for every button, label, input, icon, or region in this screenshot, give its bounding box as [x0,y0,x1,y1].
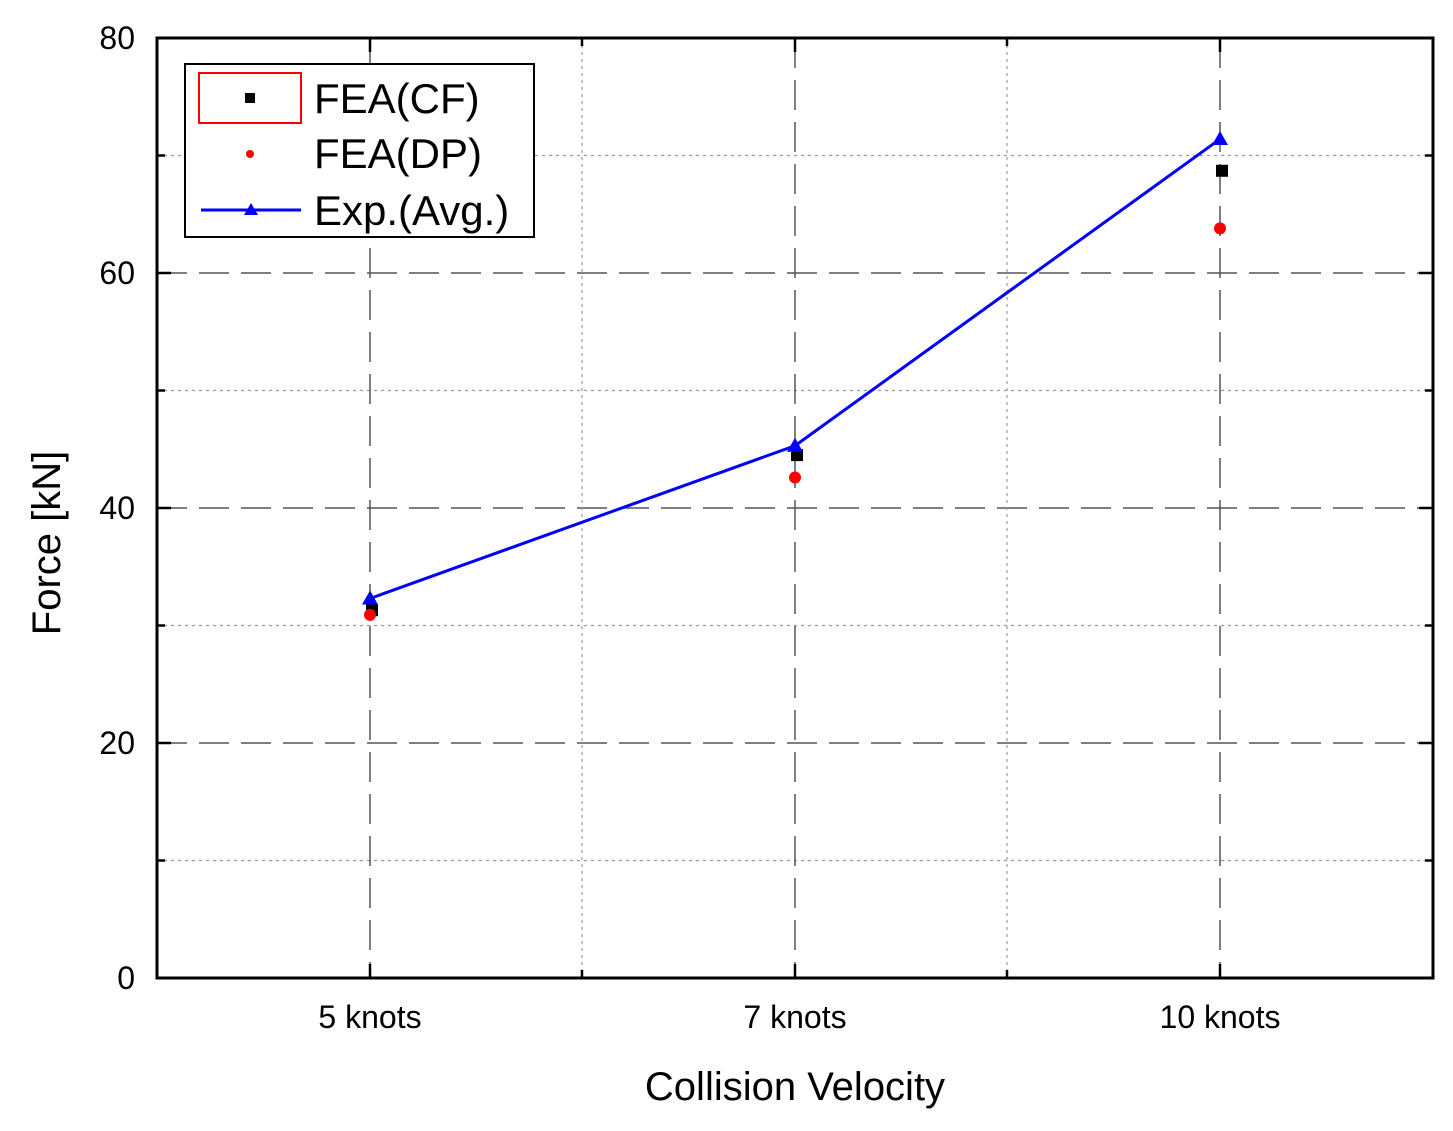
y-tick-label: 20 [99,725,135,761]
exp-avg-point [787,437,803,452]
x-tick-label: 7 knots [743,999,846,1035]
fea-cf-point [791,449,803,462]
x-axis-title: Collision Velocity [645,1065,945,1109]
y-tick-label: 40 [99,490,135,526]
legend: FEA(CF) FEA(DP) Exp.(Avg.) [184,63,535,238]
legend-dp-label: FEA(DP) [314,130,482,177]
legend-dp-marker [246,150,254,158]
legend-exp-label: Exp.(Avg.) [314,187,509,234]
legend-cf-label: FEA(CF) [314,75,480,122]
fea-dp-point [789,471,801,484]
y-axis-title: Force [kN] [25,451,69,635]
y-tick-label: 0 [117,960,135,996]
data-layer [362,131,1228,621]
y-tick-label: 60 [99,255,135,291]
legend-box [184,63,535,238]
exp-avg-point [1212,131,1228,146]
fea-dp-point [364,608,376,621]
ticks [157,36,1433,980]
legend-exp-marker [244,203,258,215]
fea-dp-point [1214,222,1226,235]
legend-cf-marker [245,93,255,103]
exp-avg-point [362,590,378,605]
x-tick-label: 5 knots [318,999,421,1035]
tick-labels: 0 20 40 60 80 5 knots 7 knots 10 knots [99,20,1280,1035]
y-tick-label: 80 [99,20,135,56]
legend-cf-highlight-box [198,72,302,124]
x-tick-label: 10 knots [1160,999,1281,1035]
fea-cf-point [1216,164,1228,177]
